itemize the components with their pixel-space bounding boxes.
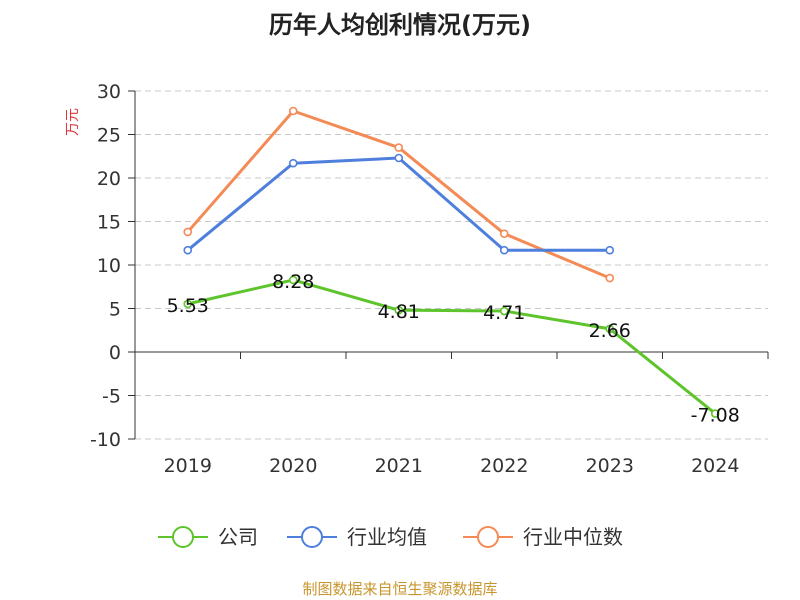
y-tick-label: -5	[102, 386, 121, 408]
legend-item-2[interactable]: 行业中位数	[463, 525, 623, 549]
data-point	[394, 153, 404, 163]
data-point	[183, 227, 193, 237]
data-labels: 5.53 8.28 4.81 4.71 2.66 -7.08	[167, 271, 740, 427]
data-point	[394, 143, 404, 152]
legend-marker	[172, 526, 194, 548]
x-tick-label: 2021	[375, 455, 423, 477]
data-point	[499, 229, 509, 238]
x-tick-label: 2022	[480, 455, 528, 477]
source-note: 制图数据来自恒生聚源数据库	[302, 580, 497, 598]
data-point	[288, 106, 298, 116]
data-point	[288, 158, 298, 168]
data-label: 8.28	[272, 271, 314, 293]
data-label: 2.66	[589, 320, 631, 342]
data-label: 4.81	[378, 301, 420, 323]
data-point	[499, 306, 509, 316]
y-tick-label: 15	[97, 212, 121, 234]
legend-item-1[interactable]: 行业均值	[287, 525, 427, 549]
legend-item-0[interactable]: 公司	[158, 525, 258, 549]
data-point	[605, 273, 615, 283]
y-tick-labels: 30 25 20 15 10 5 0 -5 -10	[90, 81, 121, 451]
y-tick-label: 10	[97, 255, 121, 277]
x-tick-label: 2023	[586, 455, 634, 477]
y-tick-label: 0	[109, 342, 121, 364]
series-line-0	[187, 278, 717, 415]
x-tick-label: 2024	[691, 455, 739, 477]
y-tick-label: 5	[109, 299, 121, 321]
legend-label: 行业中位数	[523, 525, 623, 549]
x-tick-labels: 2019 2020 2021 2022 2023 2024	[164, 455, 740, 477]
y-tick-label: 25	[97, 125, 121, 147]
data-point	[288, 275, 298, 285]
grid-lines	[135, 90, 768, 440]
data-label: 5.53	[167, 295, 209, 317]
data-point	[605, 245, 615, 255]
legend-label: 公司	[218, 525, 258, 549]
y-tick-label: -10	[90, 429, 121, 451]
data-point	[183, 299, 193, 309]
data-label: -7.08	[691, 405, 740, 427]
data-point	[710, 409, 720, 418]
y-tick-label: 30	[97, 81, 121, 103]
legend-marker	[477, 526, 499, 548]
data-point	[394, 305, 404, 315]
series-line-1	[186, 156, 610, 252]
data-point	[183, 245, 193, 255]
chart-title: 历年人均创利情况(万元)	[269, 11, 531, 39]
series-line-2	[186, 109, 611, 280]
legend[interactable]: 公司 行业均值 行业中位数	[158, 525, 623, 549]
data-point	[605, 324, 615, 334]
axes	[128, 90, 769, 440]
data-point	[499, 245, 509, 255]
x-tick-label: 2019	[164, 455, 212, 477]
data-label: 4.71	[483, 302, 525, 324]
y-tick-label: 20	[97, 168, 121, 190]
legend-marker	[301, 526, 323, 548]
legend-label: 行业均值	[347, 525, 427, 549]
x-tick-label: 2020	[269, 455, 317, 477]
y-axis-label: 万元	[65, 108, 81, 136]
series-lines	[183, 106, 720, 418]
